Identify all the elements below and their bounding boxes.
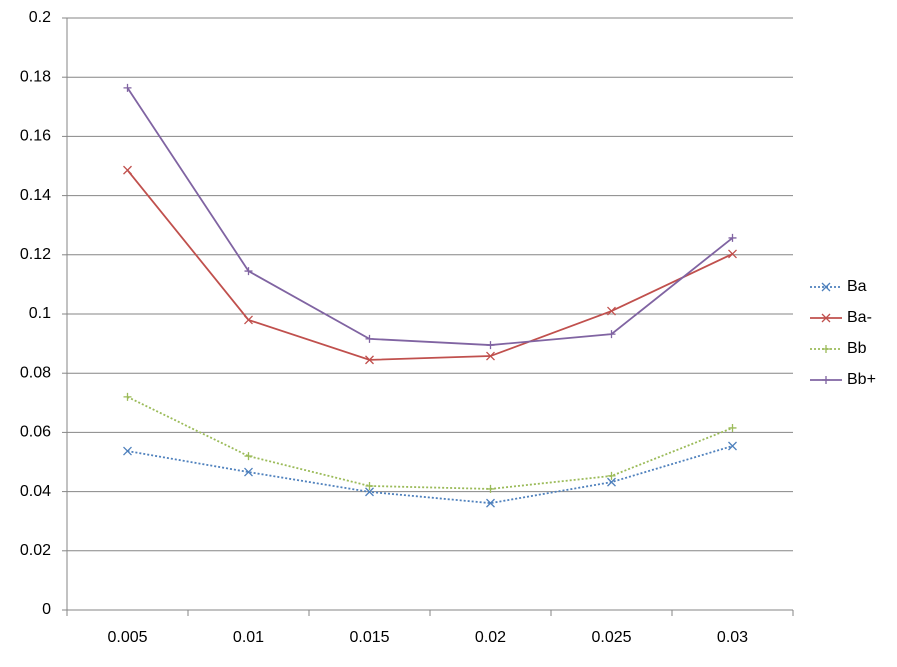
series-line (127, 445, 733, 505)
marker (123, 446, 132, 456)
x-tick-label: 0.025 (591, 629, 631, 646)
series-line (127, 396, 733, 490)
legend-label: Bb+ (847, 371, 876, 388)
marker (728, 249, 737, 259)
x-tick-label: 0.005 (107, 629, 147, 646)
x-tick-label: 0.015 (349, 629, 389, 646)
y-tick-label: 0.04 (20, 483, 51, 500)
legend-marker (822, 345, 830, 353)
legend-label: Bb (847, 340, 867, 357)
legend-label: Ba (847, 278, 867, 295)
marker (123, 392, 132, 401)
legend-marker (821, 313, 831, 323)
y-tick-label: 0.08 (20, 364, 51, 381)
marker (244, 452, 253, 461)
marker (728, 233, 737, 242)
marker (607, 471, 616, 480)
marker (123, 165, 132, 175)
marker (486, 341, 495, 350)
marker (607, 477, 616, 487)
y-tick-label: 0.18 (20, 68, 51, 85)
y-tick-label: 0 (42, 601, 51, 618)
marker (365, 355, 374, 365)
marker (365, 334, 374, 343)
series-line (126, 169, 733, 361)
marker (123, 83, 132, 92)
marker (365, 481, 374, 490)
marker (244, 467, 253, 477)
legend-marker (821, 282, 831, 292)
marker (728, 423, 737, 432)
legend-label: Ba- (847, 309, 872, 326)
y-tick-label: 0.1 (29, 305, 51, 322)
y-tick-label: 0.02 (20, 542, 51, 559)
marker (486, 498, 495, 508)
series-line (126, 87, 734, 346)
marker (365, 487, 374, 497)
marker (244, 315, 253, 325)
marker (728, 441, 737, 451)
marker (486, 484, 495, 493)
y-tick-label: 0.16 (20, 128, 51, 145)
x-tick-label: 0.02 (475, 629, 506, 646)
marker (607, 330, 616, 339)
y-tick-label: 0.2 (29, 9, 51, 26)
marker (244, 267, 253, 276)
y-tick-label: 0.06 (20, 424, 51, 441)
marker (607, 306, 616, 316)
x-tick-label: 0.03 (717, 629, 748, 646)
x-tick-label: 0.01 (233, 629, 264, 646)
y-tick-label: 0.12 (20, 246, 51, 263)
y-tick-label: 0.14 (20, 187, 51, 204)
legend-marker (822, 376, 830, 384)
marker (486, 351, 495, 361)
